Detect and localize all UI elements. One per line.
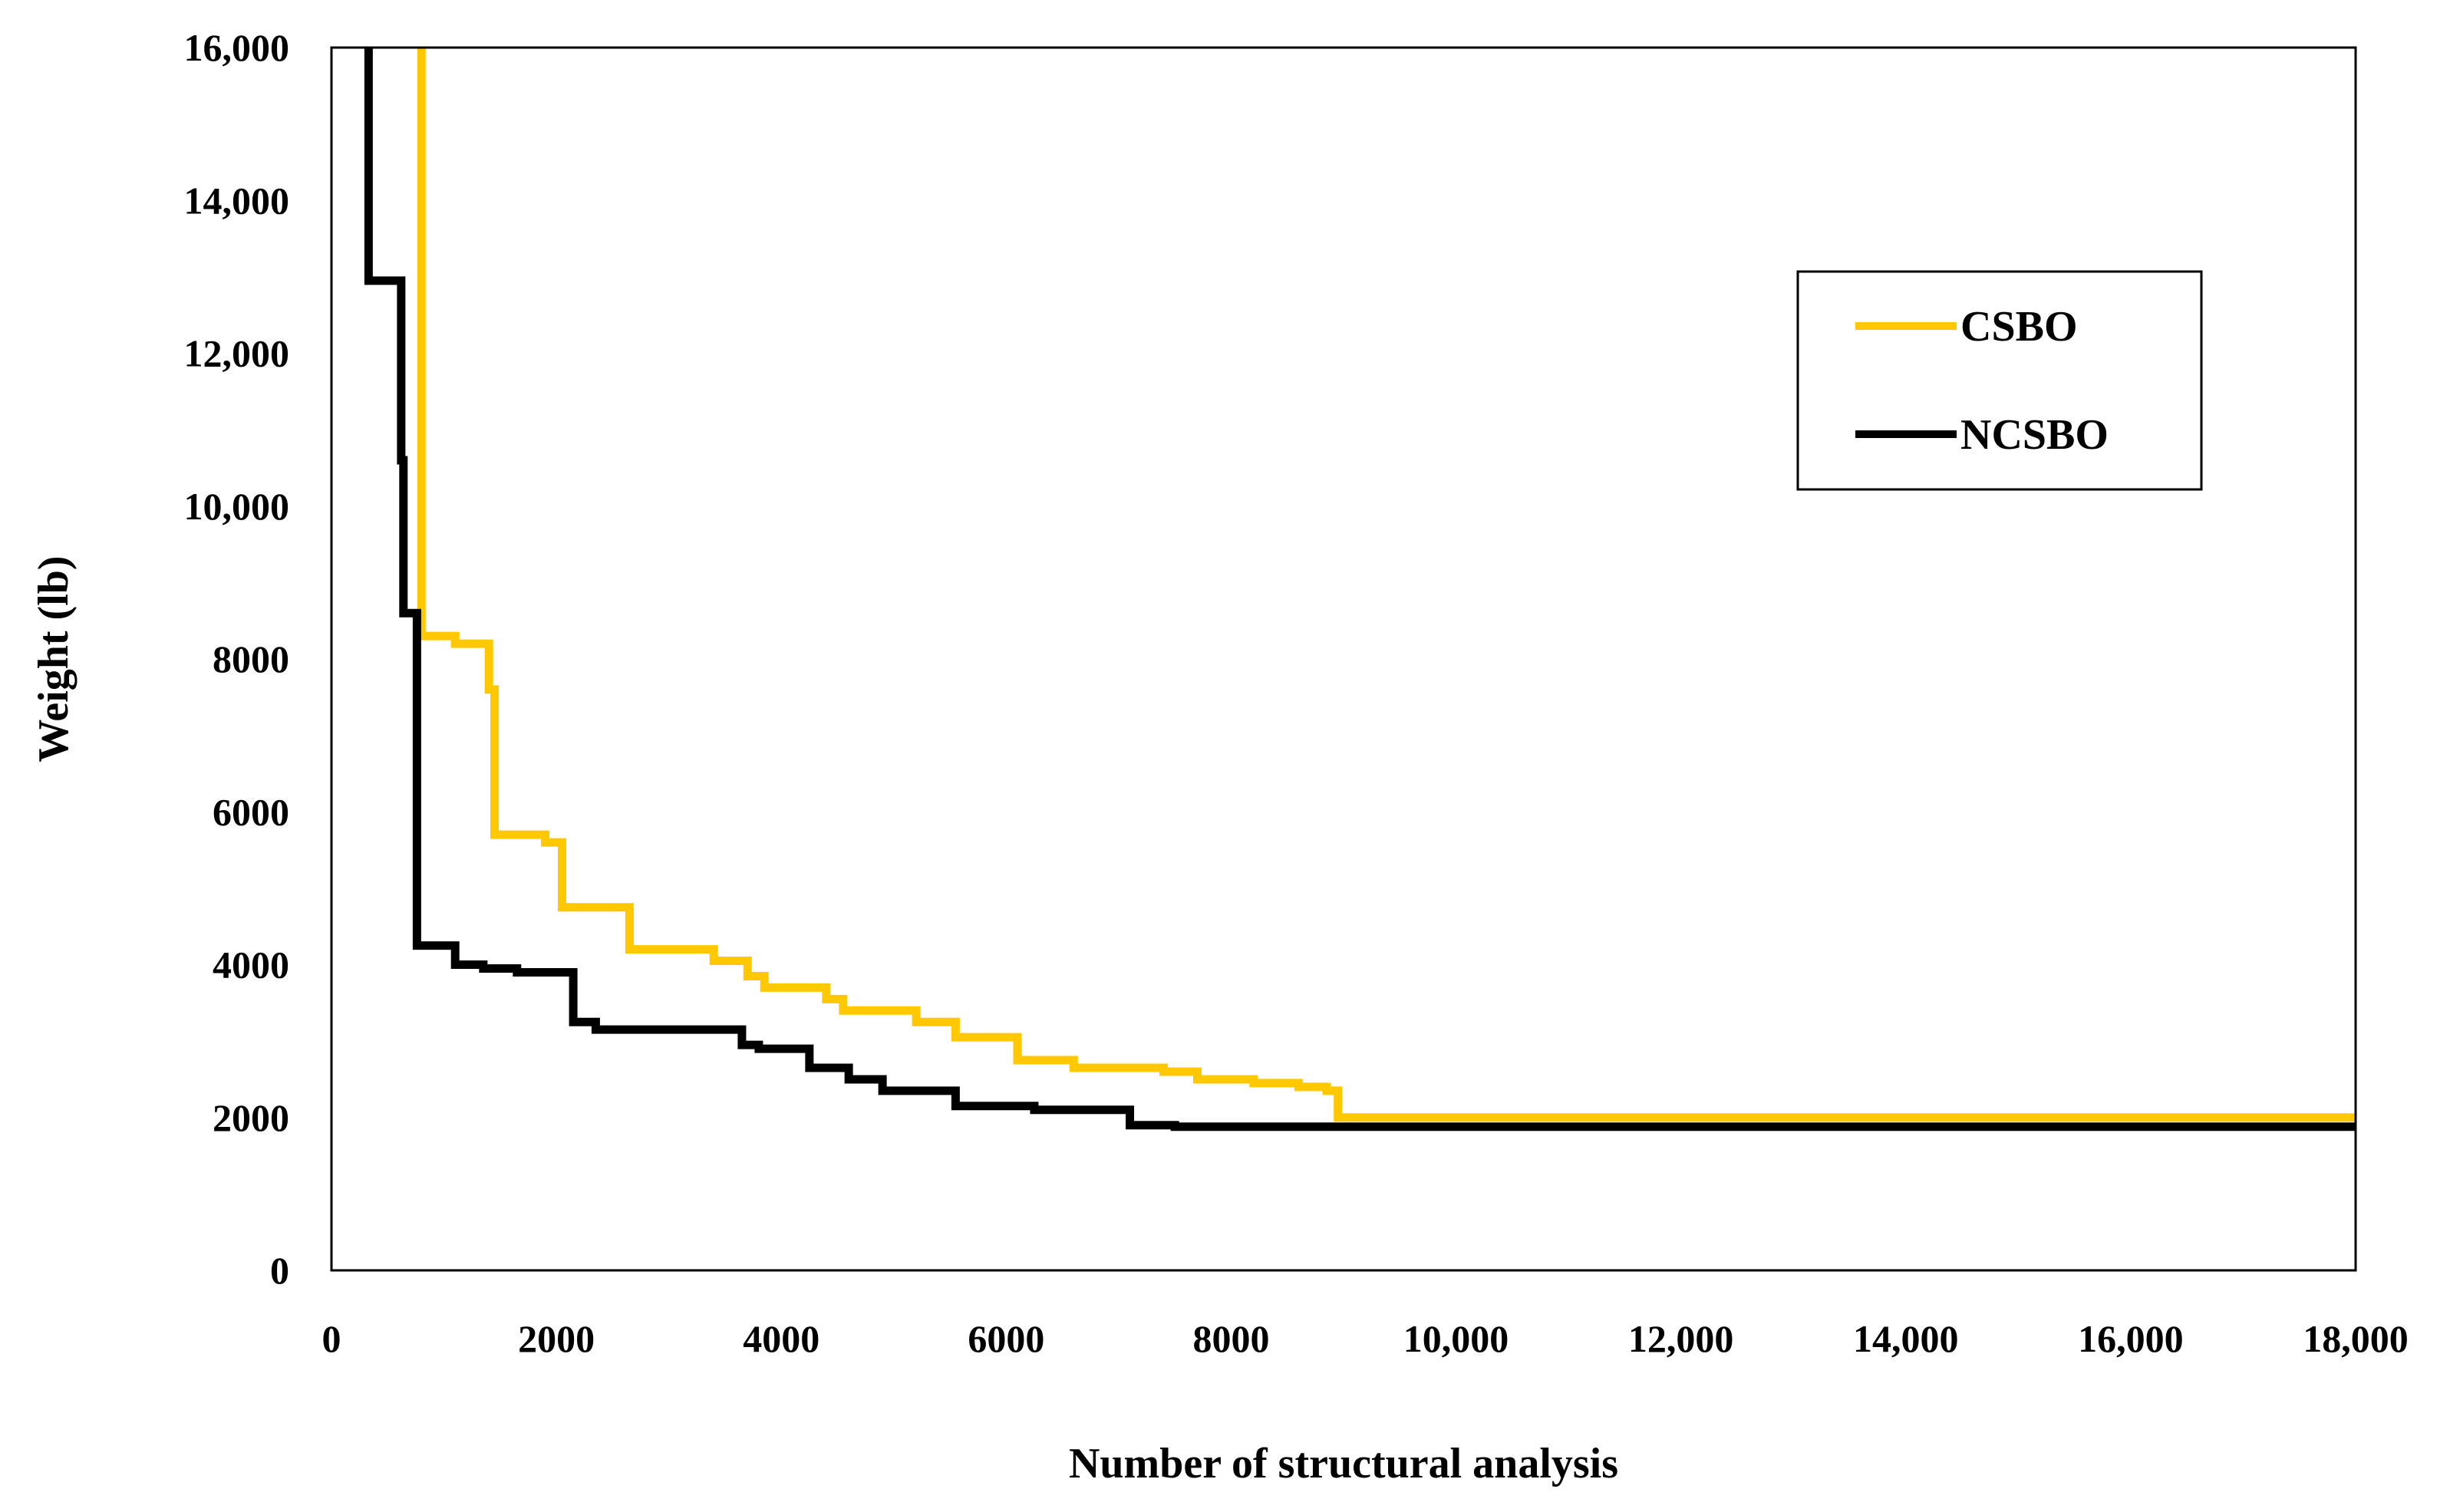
legend-box	[1796, 270, 2203, 491]
y-tick-label-0: 0	[270, 1249, 289, 1292]
x-tick-label-4000: 4000	[743, 1317, 819, 1360]
x-tick-label-10-000: 10,000	[1403, 1317, 1509, 1360]
y-tick-label-14-000: 14,000	[184, 179, 290, 222]
legend-label-csbo: CSBO	[1960, 303, 2078, 351]
y-axis-title: Weight (lb)	[30, 555, 77, 762]
legend: CSBO NCSBO	[1796, 270, 2203, 491]
y-tick-label-10-000: 10,000	[184, 485, 290, 528]
x-tick-label-6000: 6000	[968, 1317, 1044, 1360]
x-tick-label-2000: 2000	[518, 1317, 595, 1360]
y-tick-label-2000: 2000	[213, 1096, 289, 1139]
x-tick-labels: 0 2000 4000 6000 8000 10,000 12,000 14,000 16,00…	[322, 1317, 2409, 1360]
x-tick-label-0: 0	[322, 1317, 341, 1360]
y-tick-label-8000: 8000	[213, 637, 289, 680]
x-tick-label-8000: 8000	[1192, 1317, 1269, 1360]
series-line-csbo	[417, 48, 2356, 1122]
y-tick-labels: 0 2000 4000 6000 8000 10,000 12,000 14,000 16,00…	[184, 26, 290, 1292]
x-tick-label-12-000: 12,000	[1628, 1317, 1734, 1360]
x-tick-label-18-000: 18,000	[2303, 1317, 2409, 1360]
y-tick-label-6000: 6000	[213, 790, 289, 833]
x-axis-title: Number of structural analysis	[1069, 1440, 1618, 1487]
plot-area-frame	[330, 46, 2357, 1272]
y-tick-label-12-000: 12,000	[184, 332, 290, 375]
series-layer	[364, 48, 2356, 1132]
series-line-ncsbo	[364, 48, 2356, 1132]
x-tick-label-16-000: 16,000	[2078, 1317, 2184, 1360]
y-tick-label-4000: 4000	[213, 944, 289, 987]
y-tick-label-16-000: 16,000	[184, 26, 290, 69]
x-tick-label-14-000: 14,000	[1853, 1317, 1959, 1360]
legend-label-ncsbo: NCSBO	[1960, 411, 2109, 459]
